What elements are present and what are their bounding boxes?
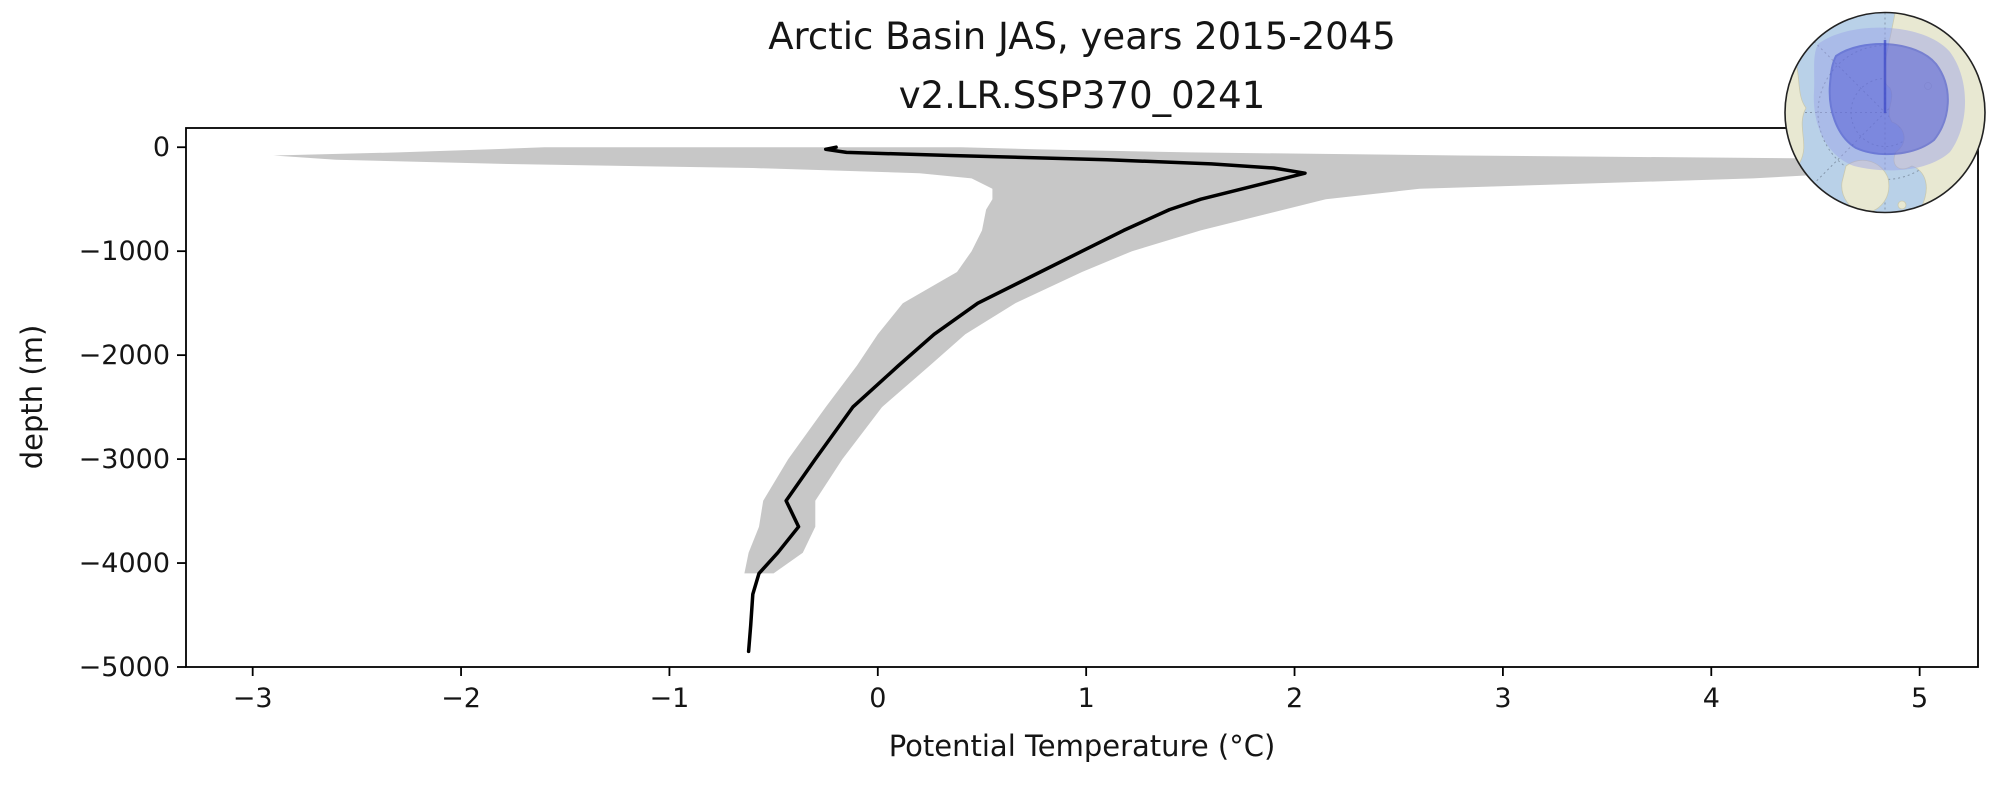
inset-region-highlight [1813, 27, 1966, 171]
y-axis-ticks: 0 −1000 −2000 −3000 −4000 −5000 [79, 132, 186, 683]
x-tick-label: 4 [1703, 683, 1720, 714]
x-tick-label: 1 [1078, 683, 1095, 714]
x-tick-label: −1 [650, 683, 690, 714]
arctic-inset-map [1784, 11, 1986, 214]
inset-land-greenland [1841, 159, 1890, 213]
y-tick-label: −5000 [79, 652, 170, 683]
y-tick-label: −1000 [79, 236, 170, 267]
y-tick-label: −4000 [79, 548, 170, 579]
x-tick-label: 0 [869, 683, 886, 714]
x-tick-label: −3 [233, 683, 273, 714]
plot-border [185, 127, 1979, 668]
y-tick-label: 0 [153, 132, 170, 163]
x-tick-label: 2 [1286, 683, 1303, 714]
y-tick-label: −3000 [79, 444, 170, 475]
chart-title-line2: v2.LR.SSP370_0241 [899, 74, 1266, 117]
y-axis-label: depth (m) [15, 325, 49, 470]
x-tick-label: −2 [441, 683, 481, 714]
envelope-shading [273, 147, 1972, 574]
chart-title-line1: Arctic Basin JAS, years 2015-2045 [768, 15, 1396, 58]
inset-globe-outline [1784, 11, 1986, 214]
x-axis-label: Potential Temperature (°C) [889, 729, 1276, 763]
x-tick-label: 3 [1494, 683, 1511, 714]
x-axis-ticks: −3 −2 −1 0 1 2 3 4 5 [233, 667, 1928, 714]
mean-profile-line [746, 145, 1307, 654]
inset-region-inner [1828, 43, 1949, 156]
x-tick-label: 5 [1911, 683, 1928, 714]
plot-area [185, 127, 1979, 668]
y-tick-label: −2000 [79, 340, 170, 371]
inset-land-iceland [1897, 200, 1907, 210]
